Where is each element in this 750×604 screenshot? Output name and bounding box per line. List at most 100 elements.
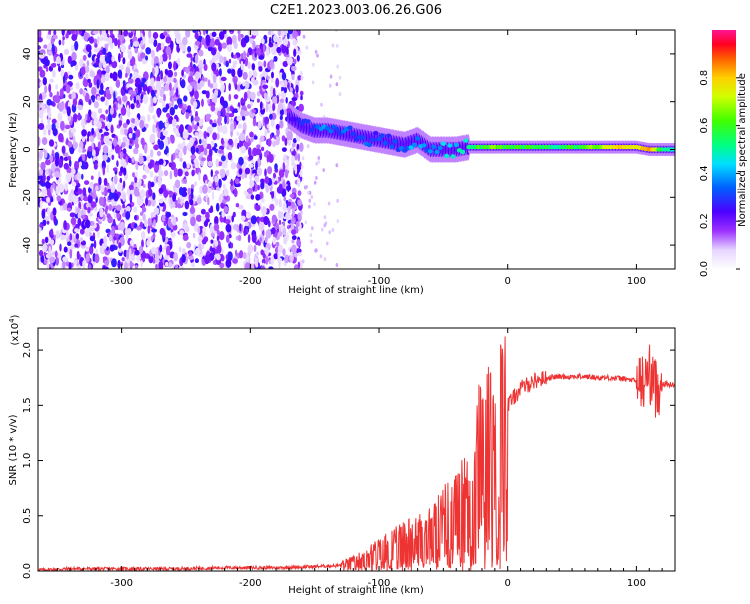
spectrogram-noise-cell — [120, 106, 127, 116]
spectrogram-noise-cell — [275, 123, 280, 130]
spectrogram-noise-cell — [245, 222, 249, 227]
spectrogram-noise-cell — [142, 59, 147, 65]
spectrogram-noise-cell — [276, 127, 280, 137]
spectrogram-noise-cell — [274, 163, 278, 171]
spectrogram-noise-cell — [320, 227, 324, 232]
spectrogram-noise-cell — [266, 155, 270, 163]
spectrogram-noise-cell — [101, 242, 108, 250]
spectrogram-noise-cell — [91, 95, 95, 103]
spectrogram-noise-cell — [230, 123, 235, 132]
spectrogram-noise-cell — [216, 51, 221, 59]
spectrogram-noise-cell — [290, 201, 295, 209]
spectrogram-noise-cell — [153, 144, 160, 151]
spectrogram-noise-cell — [71, 51, 77, 62]
spectrogram-noise-cell — [126, 249, 130, 260]
spectrogram-noise-cell — [247, 104, 252, 109]
spectrogram-noise-cell — [335, 82, 339, 87]
spectrogram-noise-cell — [58, 65, 61, 72]
spectrogram-noise-cell — [284, 137, 288, 146]
spectrogram-noise-cell — [285, 97, 288, 104]
spectrogram-noise-cell — [237, 234, 242, 242]
spectrogram-noise-cell — [209, 83, 214, 89]
spectrogram-noise-cell — [313, 180, 317, 185]
spectrogram-noise-cell — [150, 77, 155, 86]
spectrogram-noise-cell — [272, 87, 276, 98]
spectrogram-noise-cell — [104, 72, 110, 82]
spectrogram-noise-cell — [178, 246, 182, 253]
spectrogram-noise-cell — [298, 103, 305, 112]
spectrogram-noise-cell — [104, 56, 110, 63]
spectrogram-noise-cell — [211, 190, 215, 201]
spectrogram-noise-cell — [138, 155, 144, 165]
spectrogram-noise-cell — [122, 80, 126, 86]
spectrogram-noise-cell — [155, 264, 158, 269]
spectrogram-noise-cell — [243, 91, 248, 102]
spectrogram-noise-cell — [268, 266, 274, 269]
spectrogram-noise-cell — [255, 148, 262, 156]
spectrogram-noise-cell — [263, 92, 268, 100]
spectrogram-noise-cell — [77, 112, 81, 121]
spectrogram-noise-cell — [207, 181, 212, 187]
spectrogram-noise-cell — [41, 188, 48, 196]
spectrogram-noise-cell — [103, 135, 110, 145]
spectrogram-noise-cell — [89, 245, 94, 255]
spectrogram-noise-cell — [198, 59, 203, 69]
spectrogram-noise-cell — [50, 228, 54, 237]
spectrogram-noise-cell — [69, 248, 73, 259]
spectrogram-noise-cell — [152, 32, 159, 39]
spectrogram-noise-cell — [130, 123, 135, 129]
spectrogram-noise-cell — [194, 247, 201, 256]
spectrogram-noise-cell — [293, 48, 297, 57]
y-tick-label: 1.0 — [22, 453, 33, 469]
spectrogram-noise-cell — [210, 169, 213, 178]
spectrogram-noise-cell — [228, 113, 235, 118]
spectrogram-noise-cell — [43, 44, 48, 49]
spectrogram-noise-cell — [150, 197, 156, 207]
spectrogram-noise-cell — [126, 104, 130, 114]
spectrogram-noise-cell — [203, 63, 208, 71]
spectrogram-noise-cell — [85, 44, 92, 53]
ridge-core — [286, 108, 292, 113]
spectrogram-noise-cell — [309, 233, 313, 238]
spectrogram-noise-cell — [112, 71, 118, 82]
spectrogram-noise-cell — [303, 185, 307, 190]
spectrogram-noise-cell — [315, 176, 318, 180]
spectrogram-noise-cell — [228, 138, 233, 145]
spectrogram-noise-cell — [44, 85, 48, 94]
spectrogram-noise-cell — [305, 45, 309, 50]
spectrogram-noise-cell — [173, 77, 177, 83]
spectrogram-noise-cell — [227, 68, 232, 74]
spectrogram-noise-cell — [183, 234, 189, 241]
spectrogram-noise-cell — [277, 231, 283, 237]
y-tick-label: 20 — [22, 95, 33, 108]
spectrogram-noise-cell — [118, 64, 125, 71]
spectrogram-noise-cell — [40, 181, 47, 187]
spectrogram-noise-cell — [98, 176, 102, 186]
spectrogram-noise-cell — [251, 63, 256, 71]
spectrogram-noise-cell — [163, 149, 168, 155]
snr-y-multiplier-close: ) — [10, 314, 21, 318]
spectrogram-noise-cell — [228, 83, 231, 92]
spectrogram-noise-cell — [113, 103, 117, 110]
spectrogram-noise-cell — [105, 109, 109, 115]
spectrogram-noise-cell — [328, 83, 332, 88]
spectrogram-noise-cell — [266, 129, 270, 134]
spectrogram-noise-cell — [265, 103, 269, 113]
spectrogram-noise-cell — [272, 95, 278, 105]
ridge-core — [308, 127, 315, 133]
spectrogram-noise-cell — [111, 55, 115, 63]
spectrogram-noise-cell — [165, 36, 172, 44]
spectrogram-noise-cell — [255, 204, 261, 211]
spectrogram-noise-cell — [324, 221, 328, 226]
spectrogram-noise-cell — [181, 254, 186, 263]
spectrogram-noise-cell — [217, 110, 221, 118]
spectrogram-noise-cell — [121, 141, 126, 148]
spectrogram-noise-cell — [164, 170, 169, 177]
spectrogram-noise-cell — [202, 184, 208, 194]
spectrogram-noise-cell — [124, 128, 129, 136]
spectrogram-noise-cell — [244, 35, 250, 44]
spectrogram-noise-cell — [182, 248, 186, 255]
spectrogram-noise-cell — [296, 239, 301, 247]
spectrogram-noise-cell — [201, 98, 204, 107]
spectrogram-noise-cell — [213, 223, 220, 232]
